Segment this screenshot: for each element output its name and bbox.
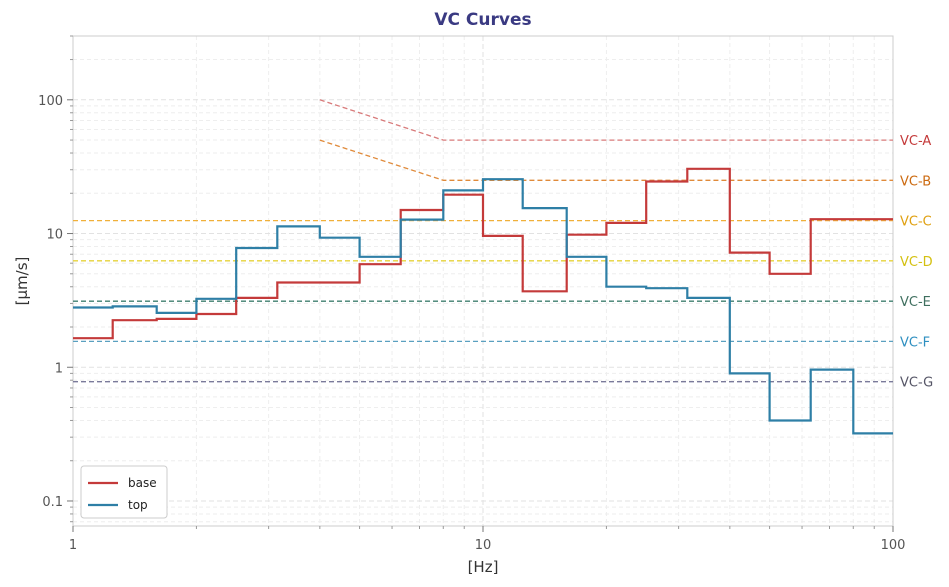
x-tick-label: 100: [881, 538, 906, 553]
reference-label-vc-f: VC-F: [900, 335, 930, 350]
x-tick-label: 10: [475, 538, 492, 553]
reference-label-vc-e: VC-E: [900, 295, 931, 310]
legend-label-base: base: [128, 476, 157, 490]
reference-label-vc-a: VC-A: [900, 134, 931, 149]
y-tick-label: 0.1: [42, 495, 63, 510]
x-axis-ticks: 1 10 100: [69, 526, 906, 553]
x-tick-label: 1: [69, 538, 77, 553]
y-tick-label: 100: [38, 94, 63, 109]
y-tick-label: 1: [55, 361, 63, 376]
series-lines: [73, 167, 893, 435]
reference-line-vc-a: [319, 99, 893, 141]
reference-label-vc-d: VC-D: [900, 255, 933, 270]
reference-line-vc-b: [319, 139, 893, 181]
legend-box: [80, 465, 168, 519]
chart-title: VC Curves: [434, 10, 531, 30]
y-tick-label: 10: [46, 228, 63, 243]
reference-label-vc-b: VC-B: [900, 174, 931, 189]
series-line-top: [73, 178, 893, 435]
series-line-base: [73, 167, 893, 340]
y-axis-label: [μm/s]: [13, 257, 31, 306]
y-axis-ticks: 0.1 1 10 100: [38, 35, 73, 523]
legend: base top: [80, 465, 168, 519]
reference-label-vc-c: VC-C: [900, 215, 932, 230]
legend-label-top: top: [128, 498, 148, 512]
x-axis-label: [Hz]: [468, 558, 499, 576]
reference-label-vc-g: VC-G: [900, 376, 933, 391]
reference-labels: VC-A VC-B VC-C VC-D VC-E VC-F VC-G: [900, 134, 933, 391]
